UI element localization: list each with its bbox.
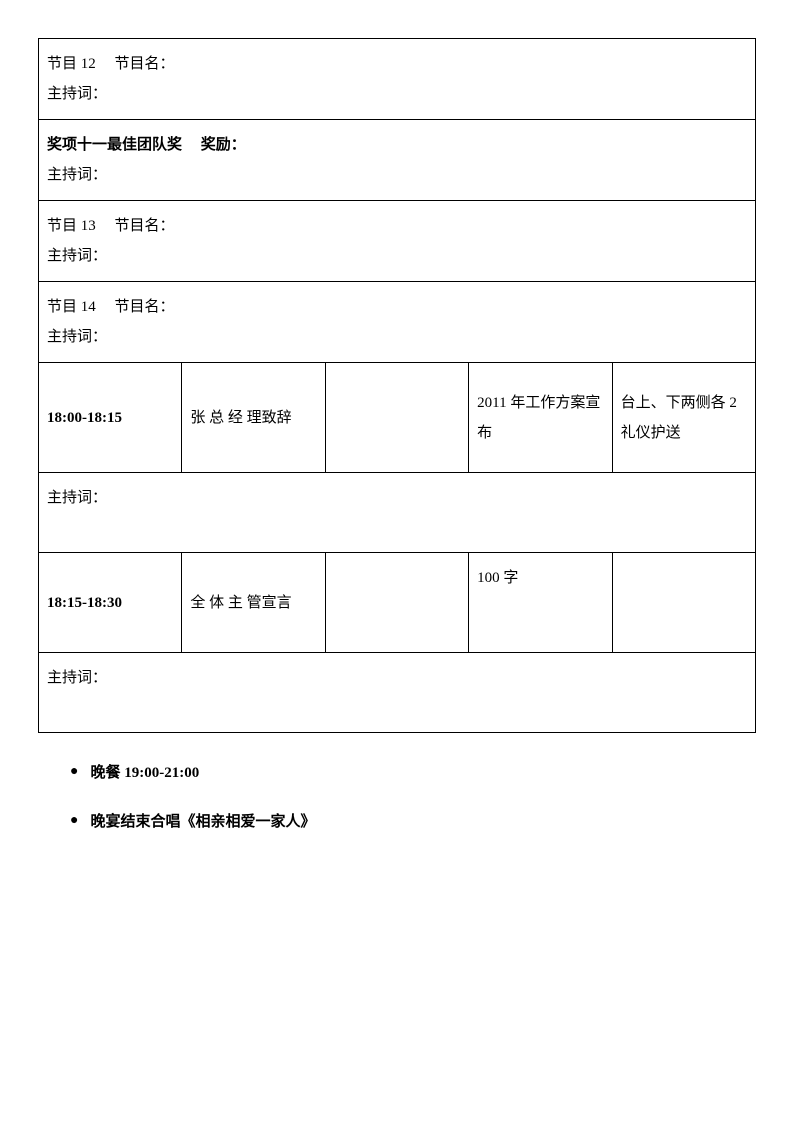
program-14-line2: 主持词： — [47, 322, 747, 352]
bullet-text: 晚餐 19:00-21:00 — [90, 761, 199, 782]
award-11-host: 主持词： — [47, 160, 747, 190]
content-cell: 100 字 — [469, 553, 612, 653]
person-cell: 全 体 主 管宣言 — [182, 553, 325, 653]
note-cell — [612, 553, 755, 653]
schedule-table: 节目 12 节目名： 主持词： 奖项十一最佳团队奖 奖励： 主持词： 节目 13… — [38, 38, 756, 733]
blank-cell — [325, 363, 468, 473]
time-cell: 18:00-18:15 — [39, 363, 182, 473]
blank-cell — [325, 553, 468, 653]
table-row: 节目 14 节目名： 主持词： — [39, 282, 756, 363]
bullet-icon: ● — [70, 761, 78, 782]
table-row: 节目 13 节目名： 主持词： — [39, 201, 756, 282]
program-12-cell: 节目 12 节目名： 主持词： — [39, 39, 756, 120]
table-row: 主持词： — [39, 473, 756, 553]
note-cell: 台上、下两侧各 2 礼仪护送 — [612, 363, 755, 473]
bullet-item: ● 晚餐 19:00-21:00 — [70, 761, 756, 782]
bullet-text: 晚宴结束合唱《相亲相爱一家人》 — [90, 810, 315, 831]
award-11-cell: 奖项十一最佳团队奖 奖励： 主持词： — [39, 120, 756, 201]
table-row: 18:00-18:15 张 总 经 理致辞 2011 年工作方案宣布 台上、下两… — [39, 363, 756, 473]
bullet-item: ● 晚宴结束合唱《相亲相爱一家人》 — [70, 810, 756, 831]
bullet-list: ● 晚餐 19:00-21:00 ● 晚宴结束合唱《相亲相爱一家人》 — [38, 761, 756, 831]
program-14-cell: 节目 14 节目名： 主持词： — [39, 282, 756, 363]
award-11-title: 奖项十一最佳团队奖 奖励： — [47, 130, 747, 160]
table-row: 主持词： — [39, 653, 756, 733]
host-cell-2: 主持词： — [39, 653, 756, 733]
program-14-line1: 节目 14 节目名： — [47, 292, 747, 322]
program-13-line1: 节目 13 节目名： — [47, 211, 747, 241]
program-12-line2: 主持词： — [47, 79, 747, 109]
table-row: 18:15-18:30 全 体 主 管宣言 100 字 — [39, 553, 756, 653]
program-13-cell: 节目 13 节目名： 主持词： — [39, 201, 756, 282]
time-cell: 18:15-18:30 — [39, 553, 182, 653]
host-cell-1: 主持词： — [39, 473, 756, 553]
bullet-icon: ● — [70, 810, 78, 831]
program-13-line2: 主持词： — [47, 241, 747, 271]
content-cell: 2011 年工作方案宣布 — [469, 363, 612, 473]
person-cell: 张 总 经 理致辞 — [182, 363, 325, 473]
table-row: 节目 12 节目名： 主持词： — [39, 39, 756, 120]
table-row: 奖项十一最佳团队奖 奖励： 主持词： — [39, 120, 756, 201]
program-12-line1: 节目 12 节目名： — [47, 49, 747, 79]
